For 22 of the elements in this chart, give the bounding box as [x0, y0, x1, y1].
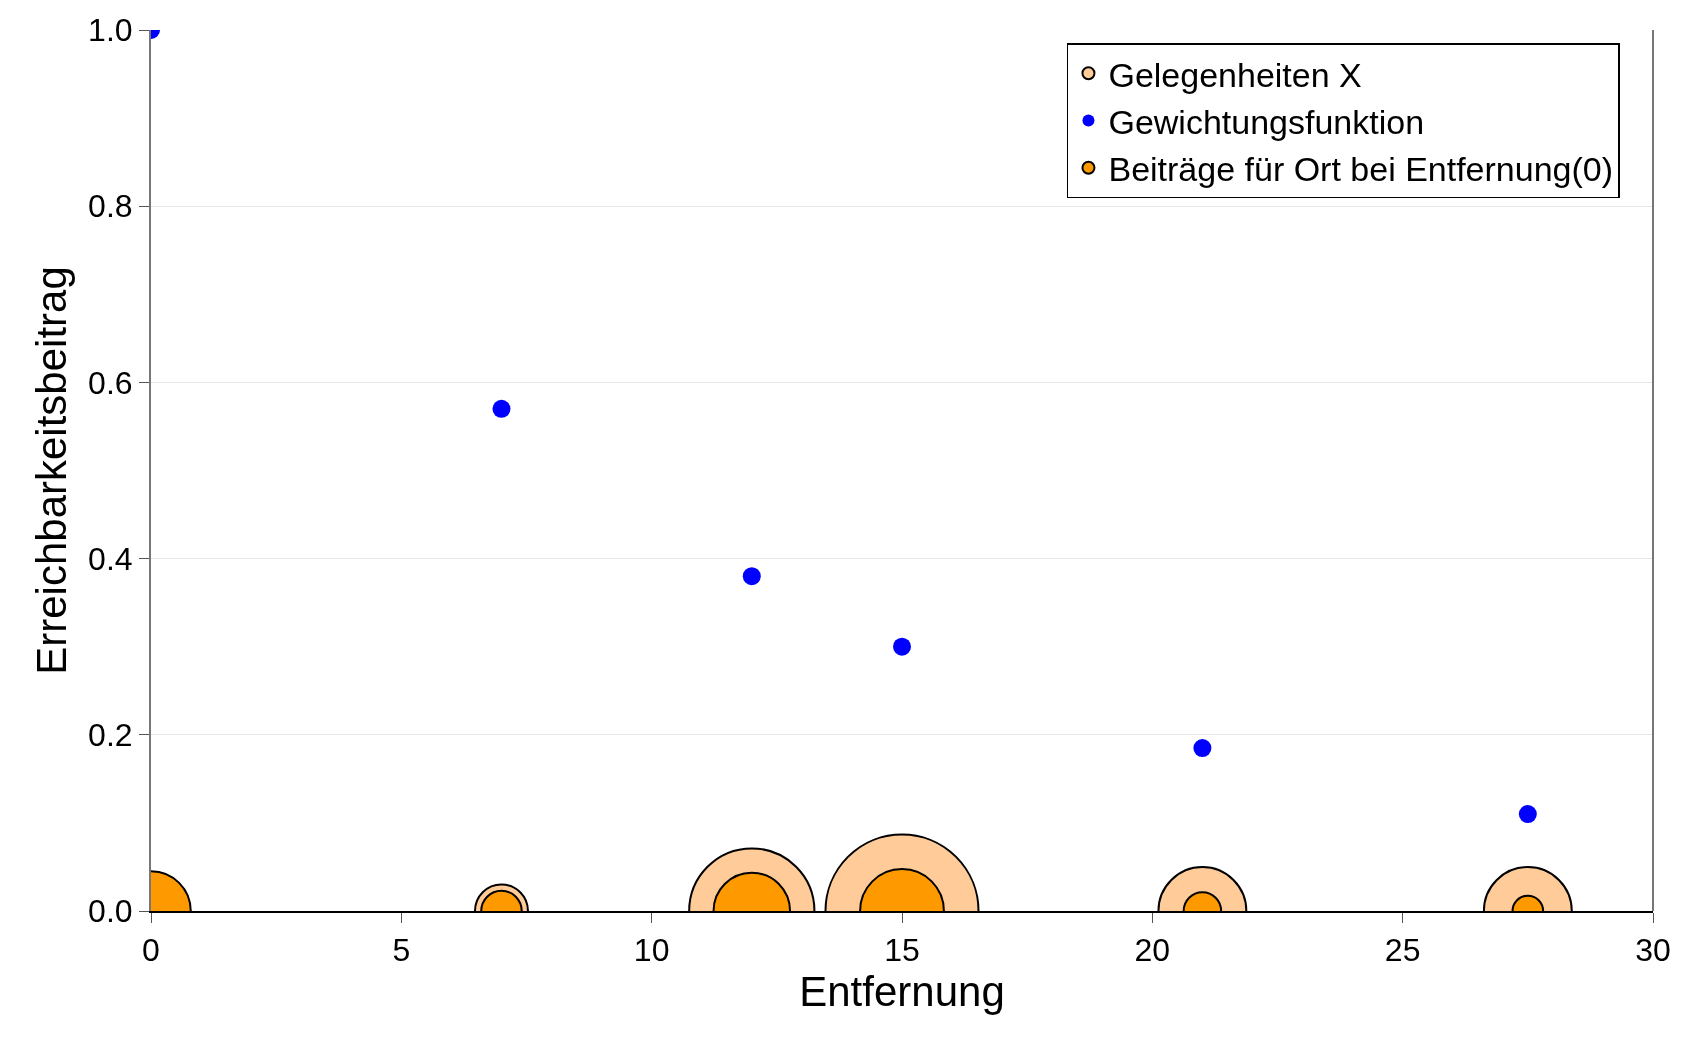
legend-label: Gewichtungsfunktion [1108, 102, 1425, 141]
x-axis-title: Entfernung [799, 968, 1005, 1016]
legend-label: Beiträge für Ort bei Entfernung(0) [1108, 149, 1614, 188]
x-tick-label: 20 [1134, 932, 1171, 969]
y-tick-label: 0.8 [88, 188, 133, 225]
point [893, 637, 911, 656]
y-tick-label: 0.4 [88, 540, 133, 577]
y-tick-label: 1.0 [88, 12, 133, 49]
legend-label: Gelegenheiten X [1108, 55, 1362, 94]
y-tick-label: 0.6 [88, 364, 133, 401]
point [1518, 805, 1537, 824]
point [1193, 739, 1212, 758]
x-tick-label: 25 [1384, 932, 1421, 969]
x-tick-label: 30 [1635, 932, 1671, 969]
x-tick-label: 0 [142, 932, 160, 969]
x-tick-label: 10 [633, 932, 670, 969]
y-axis-title: Erreichbarkeitsbeitrag [28, 266, 76, 675]
point [742, 567, 761, 586]
x-tick-label: 15 [884, 932, 920, 969]
y-tick-label: 0.0 [88, 893, 133, 930]
y-tick-label: 0.2 [88, 717, 133, 753]
x-tick-label: 5 [392, 932, 411, 969]
